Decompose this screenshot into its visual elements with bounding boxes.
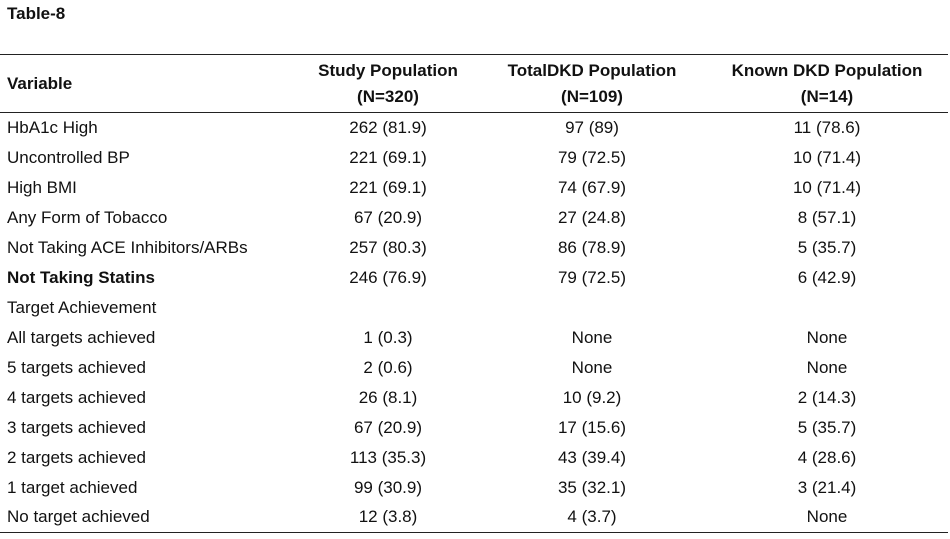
cell-known-dkd: 11 (78.6) bbox=[793, 117, 861, 137]
data-table: Variable Study Population (N=320) TotalD… bbox=[0, 54, 948, 533]
table-row: Any Form of Tobacco 67 (20.9) 27 (24.8) … bbox=[0, 203, 948, 233]
header-known-dkd-label: Known DKD Population bbox=[731, 60, 923, 80]
header-known-dkd-population: Known DKD Population (N=14) bbox=[706, 54, 948, 113]
row-variable: Not Taking ACE Inhibitors/ARBs bbox=[7, 237, 248, 257]
table-row: 1 target achieved 99 (30.9) 35 (32.1) 3 … bbox=[0, 473, 948, 503]
row-variable: All targets achieved bbox=[7, 327, 156, 347]
cell-study bbox=[298, 293, 478, 323]
cell-known-dkd: None bbox=[806, 327, 848, 347]
table-row: HbA1c High 262 (81.9) 97 (89) 11 (78.6) bbox=[0, 113, 948, 143]
cell-study: 99 (30.9) bbox=[353, 477, 423, 497]
row-variable: High BMI bbox=[7, 177, 77, 197]
cell-study: 12 (3.8) bbox=[298, 502, 478, 533]
cell-study: 262 (81.9) bbox=[349, 117, 427, 137]
cell-total-dkd bbox=[478, 293, 706, 323]
header-study-n: (N=320) bbox=[357, 86, 419, 106]
table-section-row: Target Achievement bbox=[0, 293, 948, 323]
cell-known-dkd: 5 (35.7) bbox=[797, 417, 857, 437]
header-variable-label: Variable bbox=[7, 73, 73, 93]
cell-known-dkd: 10 (71.4) bbox=[792, 177, 862, 197]
cell-known-dkd: 5 (35.7) bbox=[797, 237, 857, 257]
table-row: 5 targets achieved 2 (0.6) None None bbox=[0, 353, 948, 383]
cell-known-dkd: 8 (57.1) bbox=[797, 207, 857, 227]
cell-total-dkd: 79 (72.5) bbox=[557, 147, 627, 167]
cell-known-dkd: 4 (28.6) bbox=[797, 447, 857, 467]
cell-study: 221 (69.1) bbox=[349, 177, 427, 197]
row-variable: 2 targets achieved bbox=[7, 447, 146, 467]
table-row: All targets achieved 1 (0.3) None None bbox=[0, 323, 948, 353]
cell-total-dkd: 43 (39.4) bbox=[557, 447, 627, 467]
cell-known-dkd: 3 (21.4) bbox=[797, 477, 857, 497]
row-variable: No target achieved bbox=[0, 502, 298, 533]
cell-study: 1 (0.3) bbox=[363, 327, 413, 347]
cell-total-dkd: 17 (15.6) bbox=[557, 417, 627, 437]
cell-study: 2 (0.6) bbox=[363, 357, 413, 377]
cell-total-dkd: None bbox=[571, 357, 613, 377]
cell-known-dkd bbox=[706, 293, 948, 323]
cell-study: 246 (76.9) bbox=[349, 267, 427, 287]
cell-total-dkd: 97 (89) bbox=[565, 117, 619, 137]
cell-total-dkd: 79 (72.5) bbox=[557, 267, 627, 287]
header-study-population: Study Population (N=320) bbox=[298, 54, 478, 113]
cell-total-dkd: 74 (67.9) bbox=[557, 177, 627, 197]
table-row: 4 targets achieved 26 (8.1) 10 (9.2) 2 (… bbox=[0, 383, 948, 413]
cell-total-dkd: 10 (9.2) bbox=[562, 387, 622, 407]
cell-study: 113 (35.3) bbox=[349, 447, 427, 467]
cell-study: 67 (20.9) bbox=[353, 417, 423, 437]
row-variable: Target Achievement bbox=[7, 297, 157, 317]
row-variable: 4 targets achieved bbox=[7, 387, 146, 407]
cell-known-dkd: 10 (71.4) bbox=[792, 147, 862, 167]
row-variable: HbA1c High bbox=[7, 117, 98, 137]
table-title: Table-8 bbox=[7, 4, 66, 23]
cell-known-dkd: 2 (14.3) bbox=[797, 387, 857, 407]
cell-study: 26 (8.1) bbox=[358, 387, 418, 407]
header-total-dkd-label: TotalDKD Population bbox=[507, 60, 677, 80]
table-row: 3 targets achieved 67 (20.9) 17 (15.6) 5… bbox=[0, 413, 948, 443]
row-variable: Not Taking Statins bbox=[7, 267, 155, 287]
header-variable: Variable bbox=[0, 54, 298, 113]
cell-total-dkd: 35 (32.1) bbox=[557, 477, 627, 497]
row-variable: 5 targets achieved bbox=[7, 357, 146, 377]
header-known-dkd-n: (N=14) bbox=[800, 86, 854, 106]
cell-total-dkd: 86 (78.9) bbox=[557, 237, 627, 257]
table-row: Not Taking ACE Inhibitors/ARBs 257 (80.3… bbox=[0, 233, 948, 263]
row-variable: Any Form of Tobacco bbox=[7, 207, 168, 227]
cell-known-dkd: 6 (42.9) bbox=[797, 267, 857, 287]
cell-study: 67 (20.9) bbox=[353, 207, 423, 227]
cell-study: 257 (80.3) bbox=[349, 237, 427, 257]
header-total-dkd-n: (N=109) bbox=[561, 86, 623, 106]
table-row: 2 targets achieved 113 (35.3) 43 (39.4) … bbox=[0, 443, 948, 473]
row-variable: 3 targets achieved bbox=[7, 417, 146, 437]
cell-study: 221 (69.1) bbox=[349, 147, 427, 167]
table-row: Not Taking Statins 246 (76.9) 79 (72.5) … bbox=[0, 263, 948, 293]
cell-known-dkd: None bbox=[806, 357, 848, 377]
header-study-label: Study Population bbox=[318, 60, 458, 80]
cell-total-dkd: None bbox=[571, 327, 613, 347]
table-row: Uncontrolled BP 221 (69.1) 79 (72.5) 10 … bbox=[0, 143, 948, 173]
table-row: High BMI 221 (69.1) 74 (67.9) 10 (71.4) bbox=[0, 173, 948, 203]
header-total-dkd-population: TotalDKD Population (N=109) bbox=[478, 54, 706, 113]
row-variable: 1 target achieved bbox=[7, 477, 138, 497]
cell-total-dkd: 27 (24.8) bbox=[557, 207, 627, 227]
cell-total-dkd: 4 (3.7) bbox=[478, 502, 706, 533]
cell-known-dkd: None bbox=[706, 502, 948, 533]
table-header-row: Variable Study Population (N=320) TotalD… bbox=[0, 54, 948, 113]
row-variable: Uncontrolled BP bbox=[7, 147, 130, 167]
table-row: No target achieved 12 (3.8) 4 (3.7) None bbox=[0, 502, 948, 533]
